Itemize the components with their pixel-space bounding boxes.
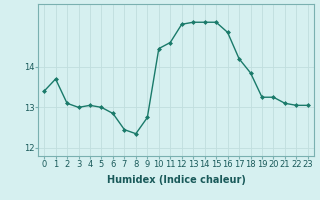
X-axis label: Humidex (Indice chaleur): Humidex (Indice chaleur) (107, 175, 245, 185)
